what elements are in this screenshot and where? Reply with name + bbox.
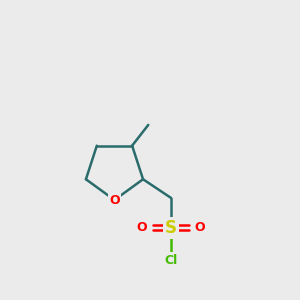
Text: O: O — [109, 194, 120, 206]
Text: O: O — [137, 221, 147, 234]
Text: Cl: Cl — [164, 254, 177, 267]
Text: O: O — [194, 221, 205, 234]
Text: S: S — [165, 219, 177, 237]
